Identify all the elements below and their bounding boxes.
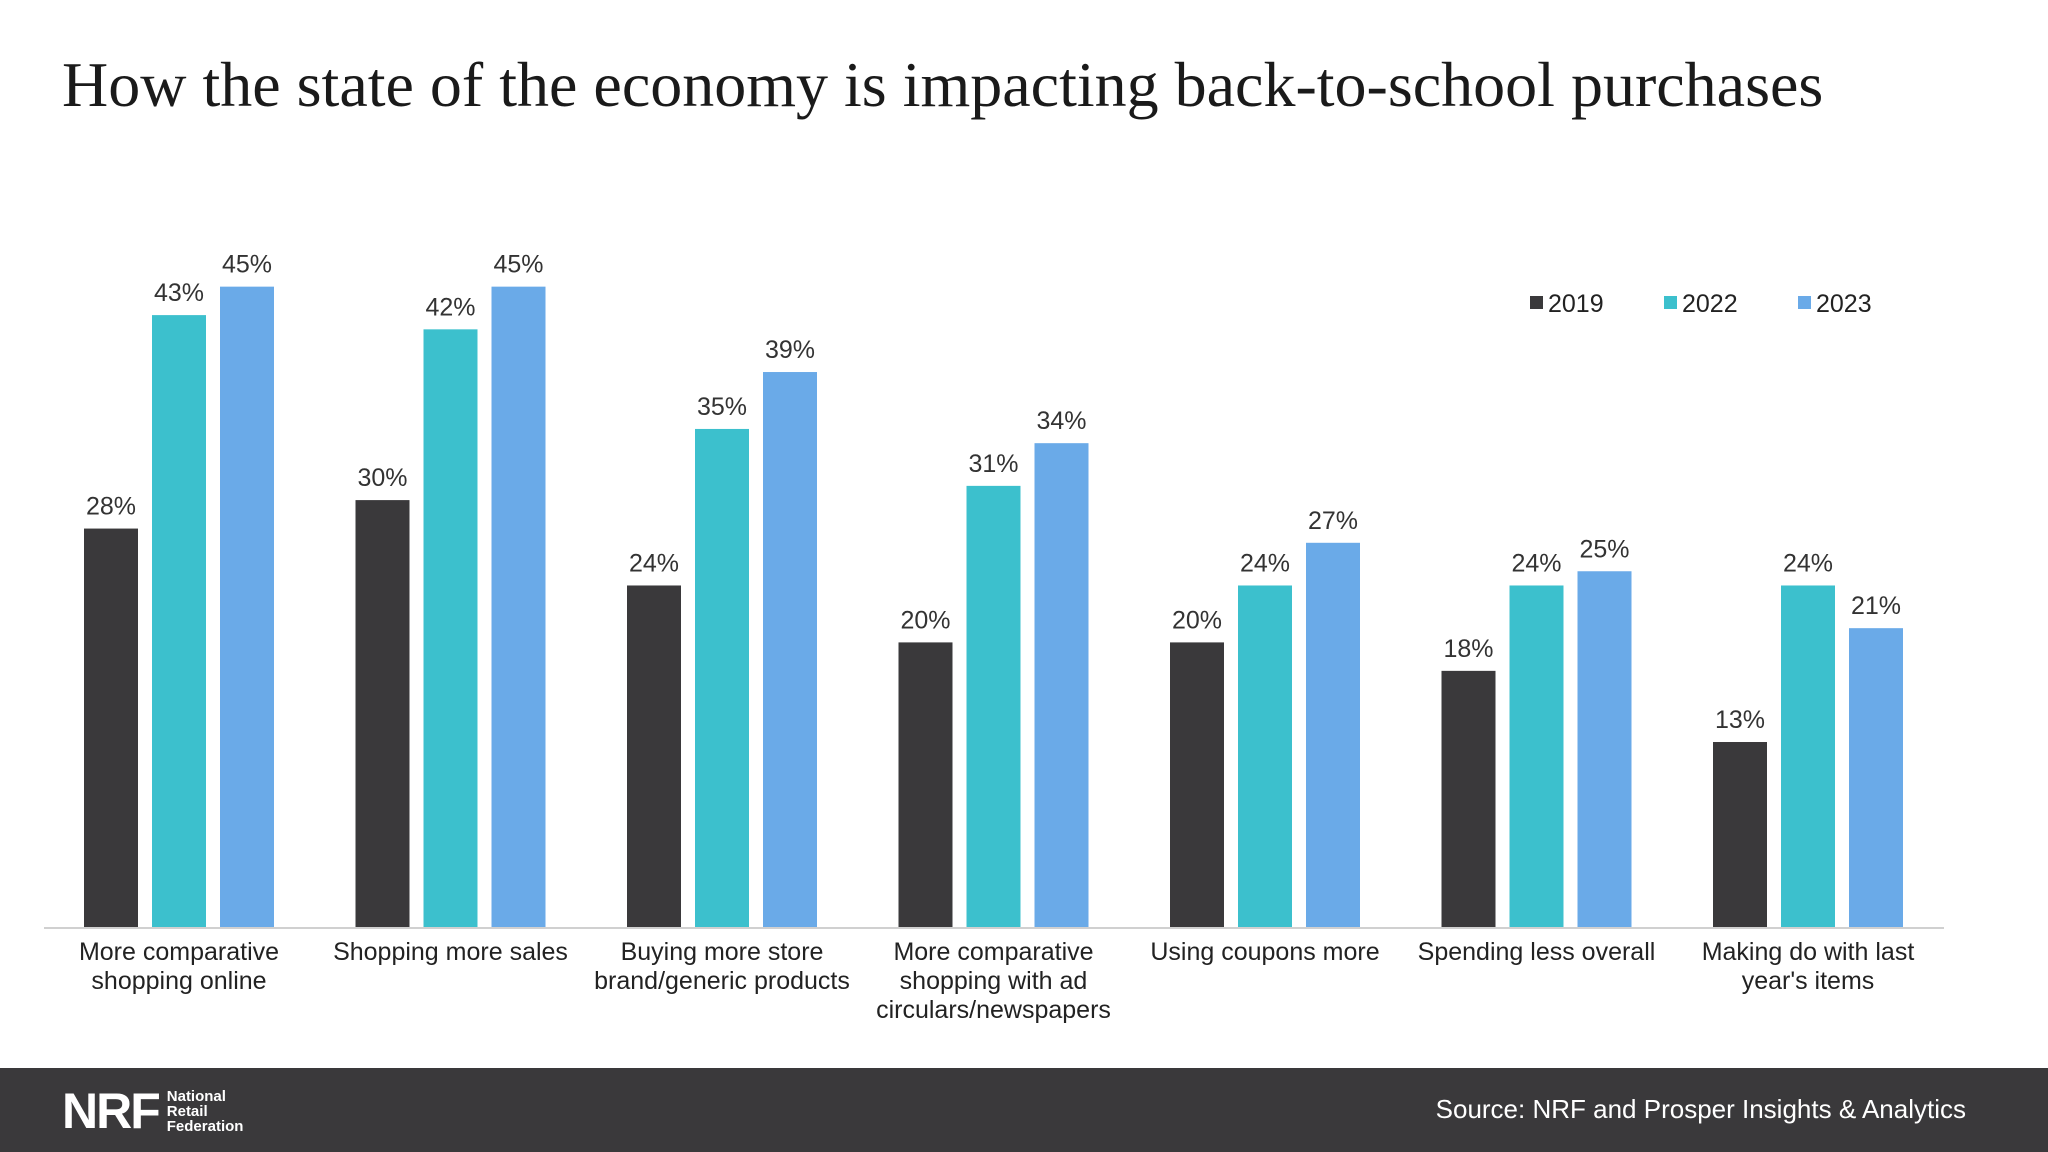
bar-2022-6 [1781,585,1835,927]
legend-swatch-2019 [1530,296,1543,309]
nrf-logo-mark: NRF [62,1083,161,1139]
value-label-2023-5: 25% [1579,535,1629,563]
legend-swatch-2022 [1664,296,1677,309]
bar-2023-6 [1849,628,1903,927]
legend-swatch-2023 [1798,296,1811,309]
bar-chart: 28% 43% 45% 30% 42% 45% 24% 35% 39% 20% 31% 34% 20% 2… [44,251,1944,1024]
bar-2023-1 [491,286,546,927]
value-labels-layer: 28% 43% 45% 30% 42% 45% 24% 35% 39% 20% 31% 34% 20% 2… [86,251,1901,734]
category-label-4: Using coupons more [1150,938,1379,966]
bar-2022-4 [1238,585,1292,927]
value-label-2019-5: 18% [1443,635,1493,663]
value-label-2019-3: 20% [900,606,950,634]
bar-2019-6 [1713,742,1767,927]
bar-2019-4 [1170,642,1224,927]
bar-2023-2 [763,372,817,927]
value-label-2019-6: 13% [1715,706,1765,734]
nrf-logo-text: National Retail Federation [166,1087,244,1135]
value-label-2019-4: 20% [1172,606,1222,634]
value-label-2022-1: 42% [425,293,475,321]
nrf-logo: NRF National Retail Federation [62,1086,243,1136]
category-label-6: Making do with last year's items [1702,938,1915,995]
legend-label-2022: 2022 [1682,290,1738,318]
legend-label-2019: 2019 [1548,290,1604,318]
bar-2019-3 [898,642,953,927]
value-label-2022-6: 24% [1783,549,1833,577]
category-label-0: More comparative shopping online [79,938,279,995]
category-label-1: Shopping more sales [333,938,568,966]
bar-2019-5 [1441,670,1496,927]
value-label-2022-2: 35% [697,393,747,421]
legend: 2019 2022 2023 [1530,290,1872,318]
value-label-2019-1: 30% [357,464,407,492]
value-label-2022-5: 24% [1511,549,1561,577]
value-label-2019-0: 28% [86,493,136,521]
bar-2022-5 [1509,585,1564,927]
category-labels-layer: More comparative shopping online Shopping … [79,938,1914,1024]
value-label-2022-0: 43% [154,279,204,307]
bar-2023-0 [220,286,274,927]
value-label-2023-2: 39% [765,336,815,364]
value-label-2019-2: 24% [629,549,679,577]
category-label-3: More comparative shopping with ad circular… [876,938,1111,1024]
category-label-2: Buying more store brand/generic products [594,938,850,995]
bar-2019-1 [355,500,410,927]
bar-2023-4 [1306,542,1360,927]
legend-label-2023: 2023 [1816,290,1872,318]
value-label-2023-1: 45% [493,251,543,279]
value-label-2023-0: 45% [222,251,272,279]
value-label-2023-4: 27% [1308,507,1358,535]
value-label-2023-6: 21% [1851,592,1901,620]
category-label-5: Spending less overall [1418,938,1656,966]
footer-bar: NRF National Retail Federation Source: N… [0,1068,2048,1152]
bar-2023-3 [1034,443,1089,927]
bar-2019-0 [84,528,138,927]
bar-2022-3 [966,485,1021,927]
bar-2022-1 [423,329,478,928]
bar-2022-0 [152,315,206,927]
bar-2022-2 [695,428,749,927]
bar-2023-5 [1577,571,1632,927]
value-label-2022-4: 24% [1240,549,1290,577]
bar-2019-2 [627,585,681,927]
bars-layer [84,286,1903,928]
source-note: Source: NRF and Prosper Insights & Analy… [1435,1094,1966,1124]
chart-title: How the state of the economy is impactin… [62,49,1824,120]
value-label-2023-3: 34% [1036,407,1086,435]
value-label-2022-3: 31% [968,450,1018,478]
